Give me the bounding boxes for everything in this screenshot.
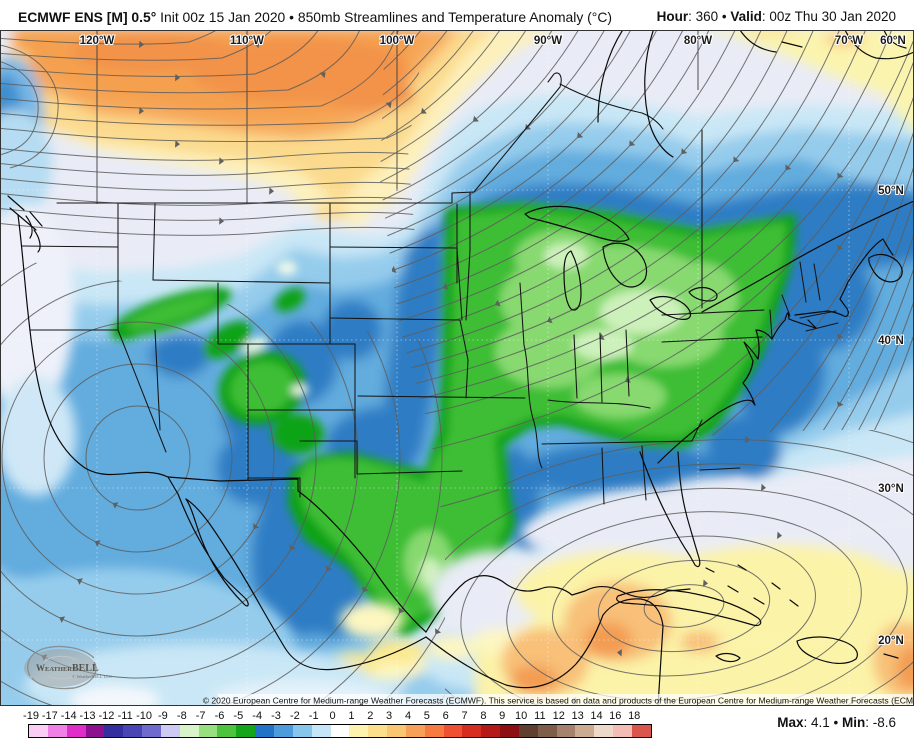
svg-text:110°W: 110°W	[230, 35, 264, 47]
svg-text:© WeatherBELL LLC: © WeatherBELL LLC	[72, 674, 112, 679]
svg-text:50°N: 50°N	[878, 185, 904, 197]
svg-text:© 2020 European Centre for Med: © 2020 European Centre for Medium-range …	[203, 696, 914, 706]
svg-text:120°W: 120°W	[80, 35, 115, 47]
svg-text:30°N: 30°N	[878, 483, 904, 495]
svg-text:40°N: 40°N	[878, 335, 904, 347]
svg-text:60°N: 60°N	[880, 35, 906, 47]
svg-text:70°W: 70°W	[835, 35, 863, 47]
svg-text:20°N: 20°N	[878, 635, 904, 647]
svg-text:90°W: 90°W	[534, 35, 562, 47]
svg-text:80°W: 80°W	[684, 35, 712, 47]
svg-text:WEATHERBELL: WEATHERBELL	[36, 663, 99, 674]
svg-text:100°W: 100°W	[380, 35, 415, 47]
